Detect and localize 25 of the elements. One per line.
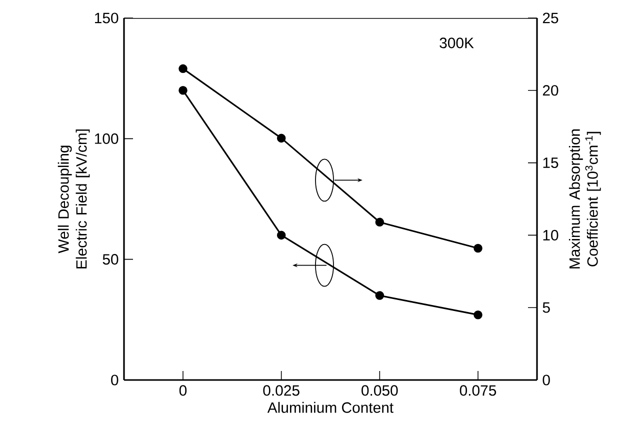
x-tick-label: 0 xyxy=(179,385,187,396)
point xyxy=(375,291,384,300)
point xyxy=(178,64,188,74)
y-tick-label: 0 xyxy=(111,374,118,386)
y2-tick-label: 0 xyxy=(542,374,550,386)
x-axis-title: Aluminium Content xyxy=(267,402,394,413)
point xyxy=(375,218,384,227)
point xyxy=(474,310,482,320)
point xyxy=(178,86,188,95)
y-axis-title: Well Decoupling Electric Field [kV/cm] xyxy=(58,130,90,268)
y-tick-label: 150 xyxy=(95,12,118,24)
y-tick-label: 100 xyxy=(95,133,118,144)
annotation: 300K xyxy=(440,38,474,48)
point xyxy=(276,230,286,240)
y2-tick-label: 20 xyxy=(542,85,558,96)
y2-tick-label: 10 xyxy=(543,230,558,240)
x-tick-label: 0.025 xyxy=(263,385,300,396)
x-tick-label: 0.050 xyxy=(362,385,398,396)
y2-tick-label: 5 xyxy=(542,302,550,313)
x-tick-label: 0.075 xyxy=(460,385,496,396)
point xyxy=(474,244,482,253)
point xyxy=(276,134,286,143)
y2-tick-label: 25 xyxy=(542,12,558,24)
y2-tick-label: 15 xyxy=(543,158,558,168)
y-tick-label: 50 xyxy=(102,254,118,265)
